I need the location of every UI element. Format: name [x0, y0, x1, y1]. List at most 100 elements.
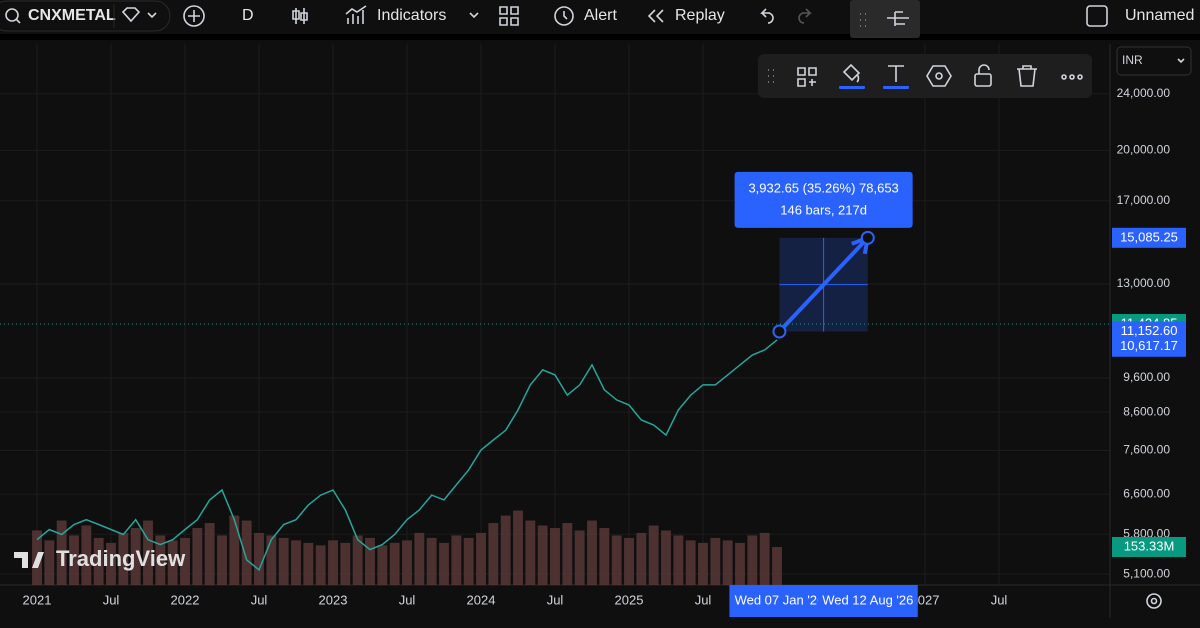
delete[interactable]: [1017, 65, 1037, 87]
more: [1069, 74, 1075, 80]
interval[interactable]: D: [242, 7, 254, 24]
alert[interactable]: Alert: [584, 7, 617, 24]
settings: [935, 72, 943, 80]
drag-toolbar[interactable]: [850, 0, 920, 38]
more[interactable]: [1061, 74, 1067, 80]
volume-bar: [587, 520, 597, 585]
volume-bar: [624, 537, 634, 585]
alert-icon[interactable]: [554, 6, 574, 26]
price-label: 10,617.17: [1120, 338, 1178, 353]
x-tick-label: 2023: [319, 592, 348, 607]
undo[interactable]: [760, 8, 774, 24]
volume-bar: [599, 527, 610, 585]
volume-bar: [229, 515, 240, 585]
volume-bar: [217, 535, 227, 585]
x-tick-label: Jul: [399, 592, 416, 607]
y-tick-label: 9,600.00: [1123, 370, 1170, 384]
settings-gear[interactable]: [1146, 593, 1162, 609]
grip: [768, 69, 774, 83]
alert-icon: [563, 11, 568, 20]
templates[interactable]: [797, 67, 817, 87]
add-symbol[interactable]: [183, 5, 205, 27]
volume-bar: [254, 532, 264, 585]
volume-bar: [278, 537, 289, 585]
chevron[interactable]: [147, 12, 157, 19]
volume-bar: [266, 535, 277, 585]
price-label-bg: [1112, 336, 1186, 357]
replay-icon[interactable]: [647, 9, 664, 23]
volume-bar: [352, 535, 363, 585]
top-toolbar: [0, 0, 1200, 34]
symbol[interactable]: CNXMETAL: [28, 7, 116, 24]
volume-bar: [315, 545, 326, 585]
y-tick-label: 5,100.00: [1123, 566, 1170, 580]
watermark: TradingView: [56, 546, 186, 571]
fill-color[interactable]: [842, 63, 861, 83]
chart-type[interactable]: [292, 8, 308, 24]
volume-bar: [81, 525, 92, 585]
volume-bar: [611, 535, 622, 585]
diamond-icon[interactable]: [121, 7, 141, 23]
time-label: Wed 07 Jan '26: [735, 592, 825, 607]
x-tick-label: 2021: [23, 592, 52, 607]
color-indicator: [839, 86, 865, 89]
volume-bar: [772, 546, 782, 585]
y-tick-label: 24,000.00: [1117, 86, 1171, 100]
price-label: 11,152.60: [1121, 323, 1178, 338]
more: [1077, 74, 1083, 80]
volume-bar: [44, 540, 55, 585]
replay[interactable]: Replay: [675, 7, 725, 24]
watermark-logo: [14, 552, 44, 568]
volume-bar: [648, 525, 659, 585]
settings[interactable]: [926, 65, 952, 87]
volume-bar: [550, 527, 560, 585]
color-indicator: [883, 86, 909, 89]
indicators-icon[interactable]: [345, 5, 367, 24]
volume-bar: [93, 537, 104, 585]
long-short[interactable]: [887, 11, 909, 26]
volume-bar: [735, 542, 745, 585]
volume-bar: [69, 535, 79, 585]
volume-bar: [118, 532, 129, 585]
add-symbol: [188, 10, 200, 22]
indicators[interactable]: Indicators: [377, 7, 446, 24]
volume-bar: [180, 537, 190, 585]
settings-gear: [1150, 597, 1158, 605]
volume-bar: [574, 530, 585, 585]
x-tick-label: 2025: [615, 592, 644, 607]
lock[interactable]: [974, 73, 992, 87]
chart: 5,100.00 5,800.00 6,600.00 7,600.00 8,600.00…: [0, 44, 1200, 618]
currency[interactable]: INR: [1122, 53, 1143, 67]
volume-bar: [685, 540, 696, 585]
price-label-bg: [1112, 227, 1186, 248]
measure-label: [734, 171, 913, 228]
time-label: Wed 12 Aug '26: [822, 592, 913, 607]
volume-bar: [476, 532, 486, 585]
layout-icon[interactable]: [1086, 5, 1108, 27]
volume-bar: [463, 537, 474, 585]
volume-bar: [365, 537, 375, 585]
drawing-toolbar: [758, 54, 1092, 98]
price-label-bg: [1112, 321, 1186, 342]
volume-bar: [562, 523, 573, 585]
price-label: 15,085.25: [1120, 229, 1178, 244]
price-line: [36, 339, 778, 572]
time-label-bg: [817, 585, 918, 617]
chevron[interactable]: [469, 12, 479, 19]
x-tick-label: Jul: [991, 592, 1008, 607]
chevron: [1177, 58, 1185, 64]
templates[interactable]: [499, 6, 519, 26]
layout-name[interactable]: Unnamed: [1125, 7, 1194, 24]
currency-select[interactable]: [1116, 46, 1192, 76]
redo[interactable]: [798, 8, 812, 24]
volume-bar: [377, 545, 388, 585]
x-tick-label: Jul: [547, 592, 564, 607]
volume-bar: [500, 515, 511, 585]
volume-bar: [636, 532, 647, 585]
text-color[interactable]: [888, 65, 904, 82]
volume-bar: [167, 540, 178, 585]
volume-bar: [759, 532, 770, 585]
